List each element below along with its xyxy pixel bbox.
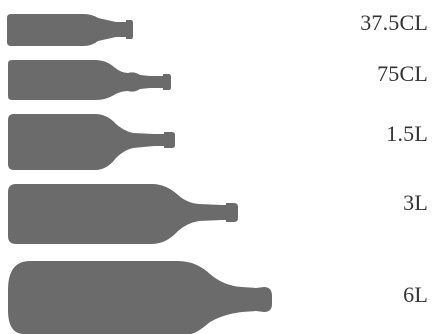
size-label-1-5l: 1.5L <box>386 121 428 146</box>
bottle-1-5l-silhouette <box>8 114 175 170</box>
bottle-75cl-silhouette <box>8 60 171 100</box>
size-label-37-5cl: 37.5CL <box>360 10 428 35</box>
size-label-75cl: 75CL <box>377 61 428 86</box>
size-label-3l: 3L <box>403 190 428 215</box>
size-label-6l: 6L <box>403 282 428 307</box>
bottle-3l-silhouette <box>8 184 238 244</box>
bottle-6l-silhouette <box>8 261 272 334</box>
bottle-37-5cl-silhouette <box>7 14 133 46</box>
